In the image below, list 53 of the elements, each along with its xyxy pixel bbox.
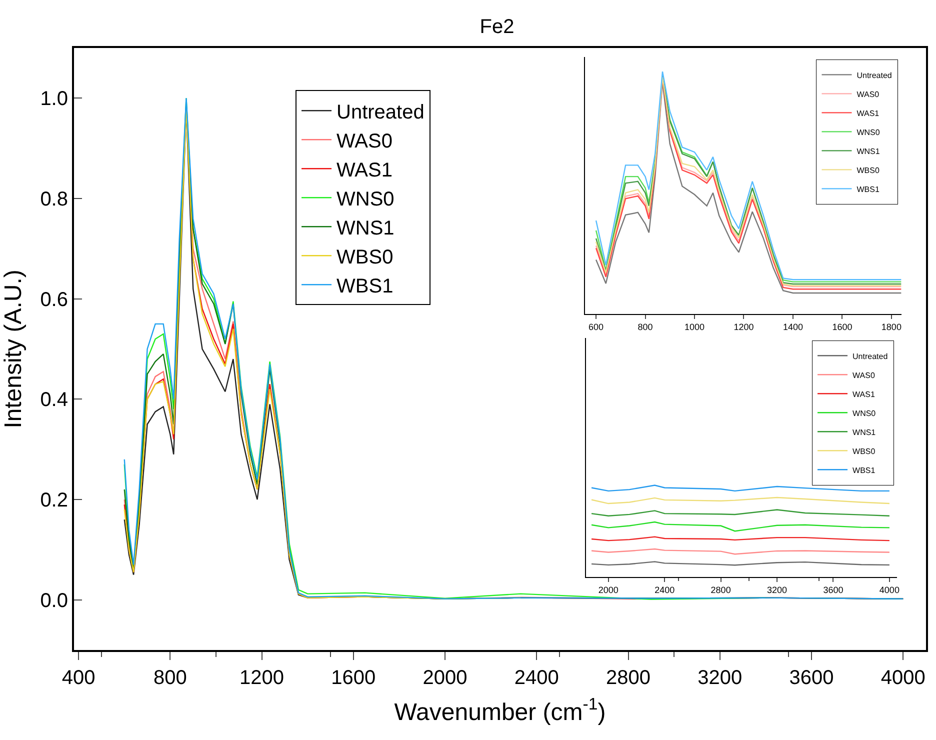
legend-label: WBS1 (336, 275, 394, 298)
x-tick-label: 1800 (881, 322, 902, 332)
x-tick-label: 3200 (698, 667, 742, 689)
x-tick-label: 1200 (734, 322, 754, 332)
x-tick-label: 3200 (767, 584, 788, 595)
legend-label: WBS0 (856, 166, 880, 175)
legend-label: WAS1 (336, 159, 392, 182)
x-tick-label: 2000 (422, 667, 468, 689)
y-tick-label: 0.2 (40, 490, 68, 512)
x-tick-label: 2400 (654, 584, 675, 595)
y-tick-label: 0.4 (40, 389, 68, 412)
legend-label: WAS0 (852, 370, 876, 380)
legend-label: WAS0 (856, 90, 880, 99)
legend-label: Untreated (336, 101, 424, 124)
legend-label: WBS1 (852, 466, 876, 475)
x-tick-label: 4000 (880, 667, 926, 689)
x-tick-label: 1200 (240, 667, 284, 689)
y-tick-label: 0.0 (40, 590, 68, 612)
legend-label: WNS0 (336, 188, 394, 210)
x-tick-label: 3600 (789, 667, 834, 689)
legend-label: WBS0 (336, 246, 394, 268)
y-tick-label: 1.0 (40, 88, 68, 110)
y-tick-label: 0.6 (40, 288, 68, 311)
legend-label: WNS0 (852, 408, 876, 418)
legend-label: Untreated (852, 352, 888, 361)
legend-label: WNS1 (336, 217, 394, 240)
legend-label: WNS0 (856, 128, 880, 137)
x-tick-label: 400 (62, 667, 96, 689)
x-tick-label: 2400 (514, 667, 559, 689)
legend-label: WNS1 (856, 146, 880, 156)
legend-label: WBS0 (852, 446, 876, 456)
legend-label: WNS1 (852, 428, 876, 437)
legend-label: WAS0 (336, 130, 392, 152)
legend-label: Untreated (856, 70, 892, 80)
legend-label: WAS1 (856, 108, 880, 118)
x-tick-label: 4000 (879, 584, 900, 595)
x-tick-label: 2800 (606, 667, 651, 689)
y-axis-title: Intensity (A.U.) (0, 270, 27, 428)
x-tick-label: 3600 (823, 584, 844, 595)
x-tick-label: 800 (154, 667, 187, 689)
legend-label: WBS1 (856, 184, 880, 194)
x-tick-label: 1000 (684, 322, 705, 332)
x-tick-label: 2800 (710, 584, 731, 595)
y-tick-label: 0.8 (40, 188, 68, 210)
x-tick-label: 1600 (832, 322, 852, 332)
x-tick-label: 600 (588, 322, 604, 332)
x-tick-label: 1400 (782, 322, 803, 332)
legend-label: WAS1 (852, 390, 876, 399)
x-tick-label: 2000 (598, 584, 618, 595)
x-tick-label: 1600 (331, 667, 376, 689)
x-tick-label: 800 (638, 322, 653, 332)
x-axis-title: Wavenumber (cm$^{-1}$) (394, 694, 606, 726)
chart-title: Fe2 (480, 16, 514, 38)
